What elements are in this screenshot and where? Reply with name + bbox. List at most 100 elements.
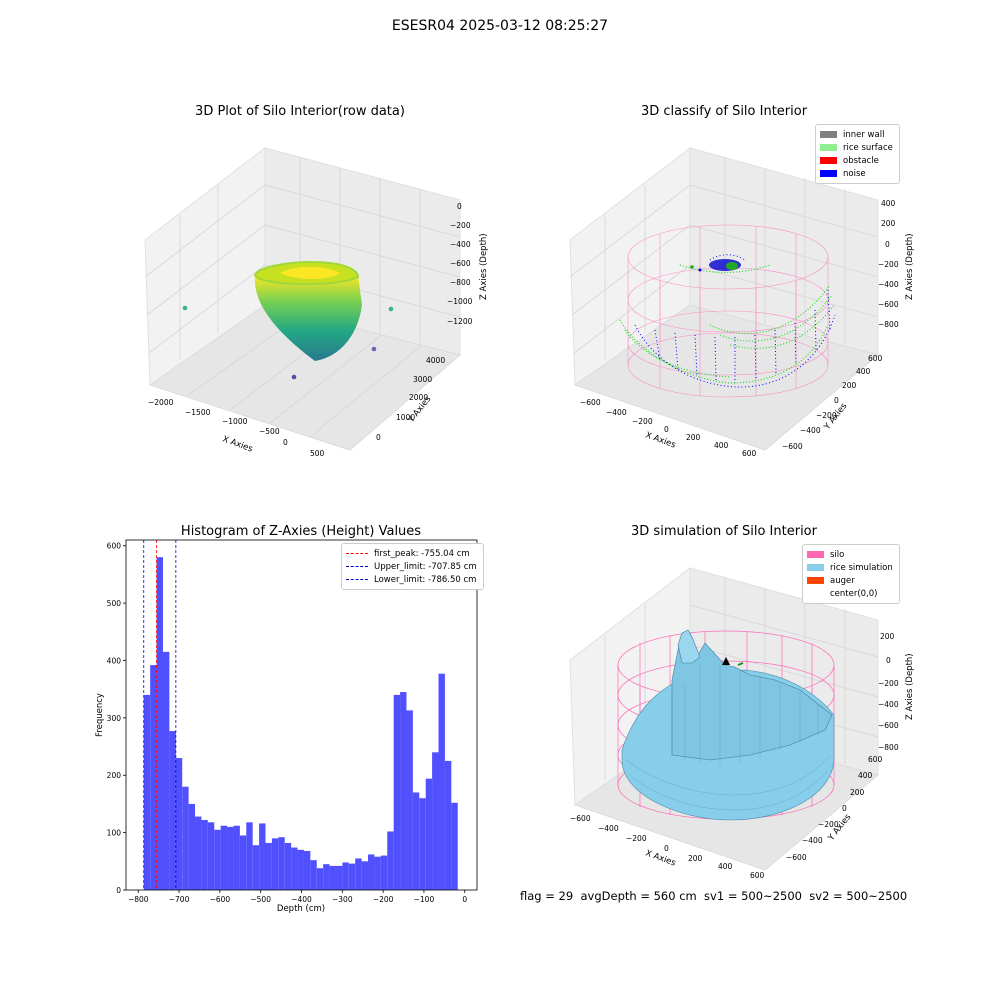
histogram-xlabel: Depth (cm): [277, 904, 325, 914]
histogram-bar: [451, 802, 458, 890]
legend-item-upper-limit: Upper_limit: -707.85 cm: [346, 560, 477, 573]
panel4-legend: silo rice simulation auger center(0,0): [802, 544, 900, 604]
histogram-bars: [143, 557, 458, 890]
legend-item-silo: silo: [807, 548, 893, 561]
legend-label: first_peak: -755.04 cm: [374, 548, 470, 559]
p1-floor-pane: [148, 304, 462, 451]
histogram-ytick-label: 400: [107, 656, 122, 665]
p1-ytick: 1000: [396, 413, 415, 422]
histogram-xticks: −800 −700 −600 −500 −400 −300 −200 −100 0: [128, 890, 467, 904]
histogram-bar: [419, 798, 426, 890]
p4-xtick: 600: [750, 871, 765, 880]
p1-ztick: 0: [457, 202, 462, 211]
p1-ytick: 3000: [413, 375, 432, 384]
p4-xtick: −600: [570, 814, 591, 823]
p4-ztick: −400: [878, 700, 899, 709]
histogram-bar: [150, 665, 157, 890]
p4-auger-marker: [722, 657, 744, 666]
panel3-title: Histogram of Z-Axies (Height) Values: [180, 524, 422, 539]
histogram-bar: [207, 822, 215, 890]
histogram-xtick-label: −300: [332, 895, 353, 904]
p1-ztick: −200: [450, 221, 471, 230]
figure-suptitle: ESESR04 2025-03-12 08:25:27: [391, 18, 609, 34]
legend-item-noise: noise: [820, 167, 893, 180]
p4-xtick: 0: [664, 844, 669, 853]
histogram-bar: [432, 752, 439, 890]
histogram-bar: [143, 694, 151, 890]
p2-ytick: −200: [816, 411, 837, 420]
p4-ztick: −800: [878, 743, 899, 752]
p4-ytick: −600: [786, 853, 807, 862]
histogram-bar: [393, 694, 401, 890]
p1-xtick: −500: [259, 427, 280, 436]
p2-zlabel: Z Axies (Depth): [905, 233, 915, 300]
p2-ytick: −600: [782, 442, 803, 451]
legend-label: obstacle: [843, 155, 879, 166]
p4-ytick: 400: [858, 771, 873, 780]
histogram-bar: [188, 803, 196, 890]
legend-item-auger: auger: [807, 574, 893, 587]
histogram-bar: [310, 860, 317, 890]
histogram-bar: [214, 829, 221, 890]
panel4-chart: −600 −400 −200 0 200 400 600 −600 −400 −…: [569, 566, 915, 880]
p1-ztick: −1000: [447, 297, 473, 306]
legend-item-center: center(0,0): [807, 587, 893, 600]
legend-label: noise: [843, 168, 866, 179]
legend-label: auger: [830, 575, 855, 586]
panel2-title: 3D classify of Silo Interior: [640, 104, 808, 119]
histogram-bar: [227, 826, 234, 890]
histogram-ytick-label: 200: [107, 771, 122, 780]
p2-ytick: 0: [834, 396, 839, 405]
legend-item-lower-limit: Lower_limit: -786.50 cm: [346, 573, 477, 586]
histogram-bar: [425, 778, 433, 890]
legend-swatch: [807, 577, 824, 584]
histogram-bar: [323, 864, 330, 890]
panel2-chart: −600 −400 −200 0 200 400 600 −600 −400 −…: [569, 146, 915, 458]
p4-ztick: 0: [886, 656, 891, 665]
histogram-bar: [348, 863, 356, 890]
p4-ztick: −200: [878, 679, 899, 688]
histogram-xtick-label: −600: [210, 895, 231, 904]
p2-floor-pane: [573, 304, 880, 451]
p2-obstacle-cluster: [690, 259, 741, 272]
panel1-chart: −2000 −1500 −1000 −500 0 500 0 1000 2000…: [144, 146, 489, 458]
p1-outlier-point: [388, 306, 394, 312]
histogram-ylabel: Frequency: [95, 693, 105, 737]
p1-outlier-point: [182, 305, 188, 311]
p4-ztick: 200: [880, 632, 895, 641]
histogram-bar: [265, 842, 272, 890]
p4-surface-mesh: [625, 665, 831, 811]
p1-point-cloud-inner: [280, 267, 340, 279]
histogram-xtick-label: −400: [291, 895, 312, 904]
p4-xtick: −200: [626, 834, 647, 843]
p1-outlier-point: [371, 346, 377, 352]
p2-xtick: −600: [580, 398, 601, 407]
histogram-bar: [406, 710, 413, 890]
p1-point-cloud-body: [254, 275, 362, 361]
legend-line: [346, 566, 368, 567]
histogram-bar: [169, 731, 176, 890]
legend-swatch: [807, 551, 824, 558]
p1-outlier-point: [291, 374, 297, 380]
histogram-bar: [239, 835, 247, 890]
histogram-bar: [156, 557, 163, 890]
histogram-bar: [297, 849, 304, 890]
panel3-histogram: −800 −700 −600 −500 −400 −300 −200 −100 0 0 100 20…: [95, 539, 478, 914]
p1-ztick: −1200: [447, 317, 473, 326]
histogram-bar: [438, 673, 445, 890]
p1-ztick: −800: [450, 278, 471, 287]
histogram-bar: [412, 792, 420, 890]
p2-grid: [569, 157, 879, 360]
p4-ytick: 600: [868, 755, 883, 764]
histogram-bar: [374, 856, 381, 890]
histogram-bar: [361, 861, 369, 890]
p2-xlabel: X Axies: [644, 430, 677, 450]
p2-ztick: 0: [885, 240, 890, 249]
p4-xtick: 200: [688, 854, 703, 863]
p2-ytick: 400: [856, 367, 871, 376]
p2-ztick: −800: [878, 320, 899, 329]
p4-ytick: 200: [850, 788, 865, 797]
legend-label: rice surface: [843, 142, 893, 153]
legend-swatch: [820, 170, 837, 177]
histogram-bar: [303, 850, 311, 890]
